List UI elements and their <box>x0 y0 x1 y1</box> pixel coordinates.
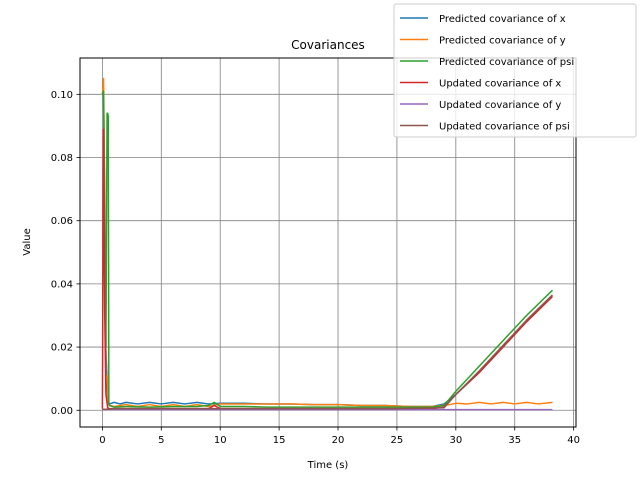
chart-title: Covariances <box>291 38 365 52</box>
legend-box <box>393 3 637 138</box>
legend-entry: Updated covariance of x <box>439 79 561 90</box>
x-tick-label: 35 <box>508 435 521 446</box>
legend-entry: Predicted covariance of psi <box>439 57 574 68</box>
legend-entry: Updated covariance of y <box>439 100 561 111</box>
x-tick-label: 25 <box>391 435 404 446</box>
y-axis-label: Value <box>22 228 33 255</box>
series-line-5 <box>102 294 553 411</box>
y-tick-label: 0.00 <box>51 406 73 417</box>
series-line-2 <box>101 90 553 408</box>
x-tick-label: 15 <box>273 435 286 446</box>
legend-entry: Updated covariance of psi <box>439 122 570 133</box>
plot-frame <box>79 57 577 428</box>
legend-entry: Predicted covariance of y <box>439 36 566 47</box>
x-tick-label: 40 <box>567 435 580 446</box>
x-tick-label: 20 <box>332 435 345 446</box>
y-tick-label: 0.08 <box>51 153 73 164</box>
x-tick-label: 5 <box>158 435 164 446</box>
x-tick-label: 0 <box>99 435 105 446</box>
x-axis-ticks: 0 5 10 15 20 25 30 35 40 <box>99 427 580 446</box>
y-tick-label: 0.04 <box>51 279 73 290</box>
y-axis-ticks: 0.00 0.02 0.04 0.06 0.08 0.10 <box>51 90 80 417</box>
legend: Predicted covariance of x Predicted covar… <box>393 3 637 138</box>
y-tick-label: 0.06 <box>51 216 73 227</box>
legend-entry: Predicted covariance of x <box>439 14 566 25</box>
series-lines <box>101 77 553 411</box>
y-tick-label: 0.10 <box>51 90 73 101</box>
x-tick-label: 10 <box>214 435 227 446</box>
y-tick-label: 0.02 <box>51 343 73 354</box>
x-tick-label: 30 <box>449 435 462 446</box>
series-line-0 <box>102 93 553 408</box>
x-axis-label: Time (s) <box>307 460 349 471</box>
